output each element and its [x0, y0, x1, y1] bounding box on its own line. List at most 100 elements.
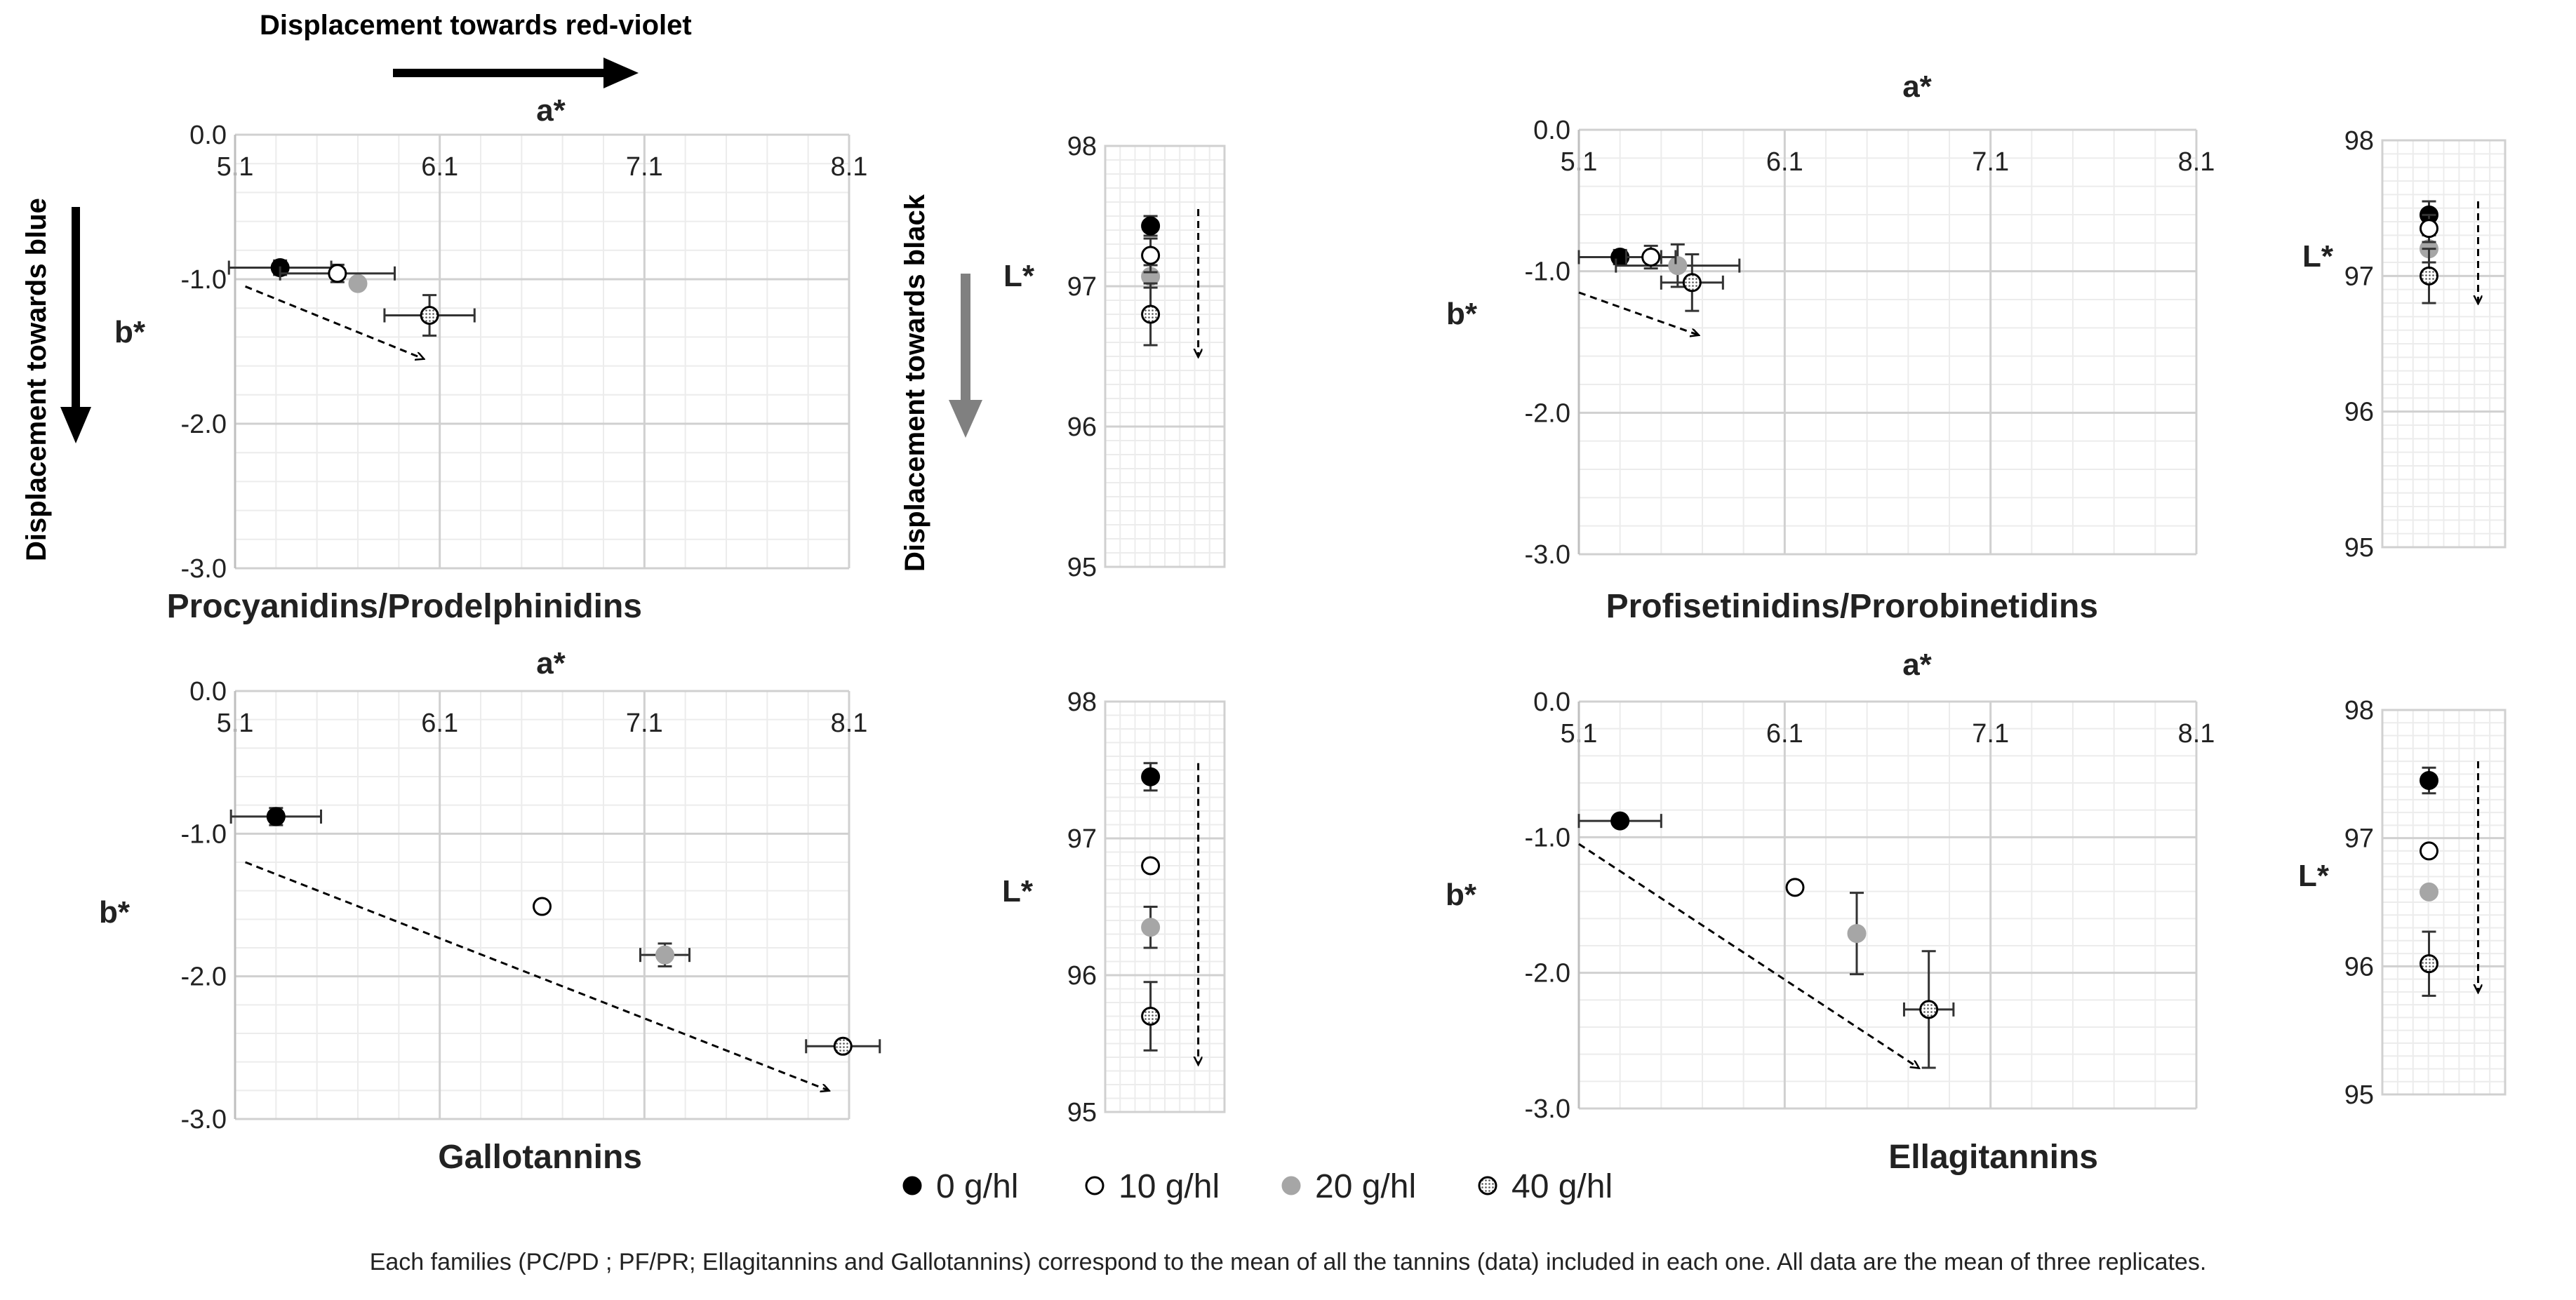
blue-arrow-head: [60, 407, 91, 443]
point-0-g-hl: [1141, 762, 1161, 792]
data-marker: [833, 1036, 853, 1056]
legend-item-20-g-hl: 20 g/hl: [1281, 1168, 1416, 1205]
x-tick-label: 6.1: [1766, 719, 1803, 749]
y-tick-label: -2.0: [181, 410, 227, 439]
y-tick-label: -1.0: [1525, 257, 1570, 287]
point-40-g-hl: [2420, 930, 2438, 997]
x-tick-label: 7.1: [1972, 719, 2009, 749]
point-0-g-hl: [2420, 766, 2438, 795]
legend-marker: [1478, 1176, 1497, 1195]
trend-arrow: [1578, 843, 1918, 1068]
black-label: Displacement towards black: [900, 194, 930, 572]
chart-el_ab: 0.0-1.0-2.0-3.05.1 6.1 7.1 8.1Ellagitannins…: [1446, 648, 2215, 1176]
plot-frame: [2381, 709, 2507, 1096]
data-marker: [348, 274, 368, 293]
point-40-g-hl: [805, 1036, 881, 1056]
x-axis-label: a*: [536, 646, 566, 681]
data-marker: [2420, 770, 2438, 790]
chart-title: Procyanidins/Prodelphinidins: [167, 588, 642, 625]
black-arrow-head: [949, 400, 982, 438]
data-marker: [2420, 266, 2438, 286]
displacement-arrows: [60, 58, 982, 443]
chart-el_l: 98 97 96 95 L*: [2298, 696, 2507, 1110]
y-tick-label: -3.0: [181, 554, 227, 584]
y-axis-label: L*: [2298, 859, 2330, 893]
red-violet-label: Displacement towards red-violet: [260, 10, 692, 41]
data-marker: [533, 897, 552, 916]
y-tick-label: 98: [1067, 132, 1097, 161]
y-axis-label: b*: [1446, 297, 1478, 331]
chart-title: Ellagitannins: [1888, 1139, 2098, 1176]
data-marker: [328, 264, 347, 283]
data-marker: [1919, 1000, 1939, 1019]
legend-item-40-g-hl: 40 g/hl: [1478, 1168, 1613, 1205]
y-tick-label: 0.0: [1533, 116, 1570, 145]
plot-frame: [2381, 139, 2507, 549]
point-10-g-hl: [279, 263, 396, 283]
legend-label: 40 g/hl: [1511, 1168, 1613, 1205]
point-10-g-hl: [1141, 237, 1161, 274]
y-axis-label: b*: [99, 895, 131, 930]
chart-pf_ab: 0.0-1.0-2.0-3.05.1 6.1 7.1 8.1Profisetinidi…: [1446, 69, 2215, 625]
y-tick-label: 97: [2344, 262, 2374, 291]
point-20-g-hl: [2420, 882, 2438, 902]
chart-ga_l: 98 97 96 95 L*: [1002, 688, 1226, 1127]
legend-label: 20 g/hl: [1315, 1168, 1416, 1205]
data-marker: [2420, 954, 2438, 974]
chart-pc_ab: 0.0-1.0-2.0-3.05.1 6.1 7.1 8.1Procyanidins/…: [114, 93, 867, 625]
point-10-g-hl: [1785, 878, 1805, 897]
y-tick-label: 95: [2344, 1080, 2374, 1110]
x-tick-label: 8.1: [831, 152, 868, 182]
x-tick-label: 6.1: [1766, 147, 1803, 177]
data-marker: [1141, 856, 1161, 876]
point-20-g-hl: [348, 274, 368, 293]
footnote-part1: Each families (PC/PD ; PF/PR; Ellagitann…: [369, 1249, 1772, 1275]
data-marker: [1847, 924, 1867, 944]
y-tick-label: 98: [2344, 696, 2374, 725]
legend-marker: [902, 1176, 922, 1195]
data-marker: [1141, 246, 1161, 265]
point-20-g-hl: [639, 942, 690, 967]
point-40-g-hl: [1141, 981, 1161, 1052]
x-tick-label: 6.1: [421, 152, 458, 182]
data-marker: [1141, 216, 1161, 236]
x-axis-label: a*: [1902, 69, 1932, 104]
y-axis-label: L*: [1003, 259, 1035, 293]
legend-label: 10 g/hl: [1119, 1168, 1220, 1205]
data-marker: [2420, 841, 2438, 861]
data-marker: [1682, 273, 1702, 293]
chart-ga_ab: 0.0-1.0-2.0-3.05.1 6.1 7.1 8.1Gallotanninsa…: [99, 646, 881, 1176]
data-marker: [266, 807, 286, 826]
y-tick-label: -3.0: [1525, 1094, 1570, 1124]
point-10-g-hl: [533, 897, 552, 916]
point-20-g-hl: [1141, 906, 1161, 949]
legend-item-0-g-hl: 0 g/hl: [902, 1168, 1018, 1205]
trend-arrow: [1578, 291, 1698, 335]
y-tick-label: -1.0: [181, 265, 227, 295]
y-tick-label: 0.0: [1533, 688, 1570, 717]
y-tick-label: -3.0: [1525, 540, 1570, 570]
point-10-g-hl: [1624, 244, 1677, 270]
plot-frame: [1104, 145, 1226, 568]
blue-label: Displacement towards blue: [21, 198, 52, 561]
y-tick-label: 96: [1067, 961, 1097, 991]
point-10-g-hl: [2420, 841, 2438, 861]
point-0-g-hl: [1577, 811, 1662, 831]
y-tick-label: 98: [2344, 126, 2374, 156]
x-tick-label: 7.1: [1972, 147, 2009, 177]
data-marker: [655, 945, 674, 965]
x-tick-label: 7.1: [626, 709, 663, 738]
y-tick-label: -2.0: [1525, 959, 1570, 989]
x-tick-label: 7.1: [626, 152, 663, 182]
point-20-g-hl: [1847, 892, 1867, 976]
y-tick-label: 95: [2344, 533, 2374, 563]
point-40-g-hl: [1902, 950, 1955, 1069]
x-tick-label: 6.1: [421, 709, 458, 738]
x-tick-label: 8.1: [2178, 719, 2215, 749]
legend-marker: [1085, 1176, 1105, 1195]
y-tick-label: -2.0: [1525, 398, 1570, 428]
y-tick-label: -3.0: [181, 1105, 227, 1134]
data-marker: [2420, 219, 2438, 239]
y-axis-label: b*: [1446, 878, 1477, 912]
